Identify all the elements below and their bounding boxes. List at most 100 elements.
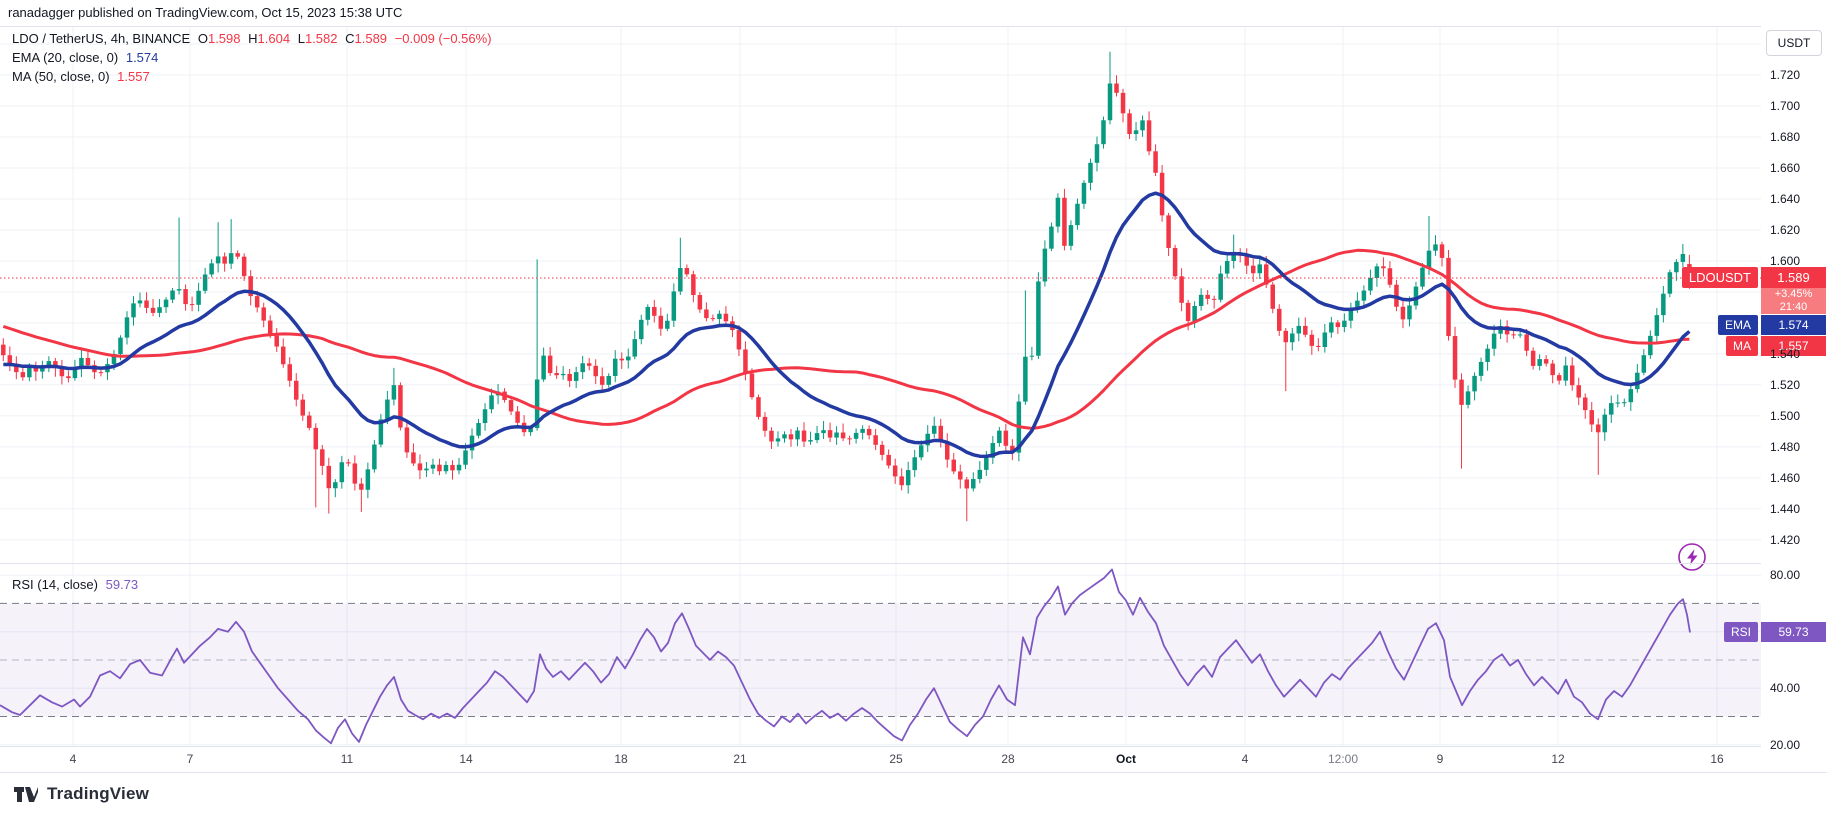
candle-body — [1270, 284, 1275, 309]
candle-body — [541, 355, 546, 380]
price-tick-label: 1.620 — [1770, 222, 1801, 237]
candle-body — [1296, 325, 1302, 334]
candle-body — [658, 315, 664, 329]
candle-body — [645, 306, 651, 320]
candle-body — [723, 313, 729, 322]
candle-body — [1023, 356, 1028, 402]
time-axis-label: 7 — [186, 752, 194, 766]
candle-body — [1413, 286, 1419, 306]
candle-body — [391, 385, 397, 400]
candle-body — [534, 379, 540, 429]
ema-tag: EMA — [1717, 315, 1758, 335]
candle-body — [1042, 248, 1048, 282]
ma50-line[interactable] — [2, 248, 1690, 430]
price-tick-label: 1.680 — [1770, 129, 1801, 144]
candle-body — [1543, 359, 1549, 364]
candle-body — [879, 444, 885, 455]
candle-body — [990, 443, 996, 458]
candle-body — [1081, 182, 1087, 204]
candle-body — [1628, 389, 1634, 403]
time-axis-bottom-border — [0, 772, 1827, 773]
candle-body — [196, 290, 201, 305]
candle-body — [1263, 264, 1269, 285]
candle-body — [1029, 355, 1035, 357]
candle-body — [573, 372, 579, 381]
time-axis-label: 11 — [340, 752, 354, 766]
candle-body — [339, 462, 345, 483]
time-axis-label: Oct — [1115, 752, 1137, 766]
symbol-legend[interactable]: LDO / TetherUS, 4h, BINANCE O1.598 H1.60… — [12, 31, 496, 46]
candle-body — [476, 423, 481, 436]
close-label: C — [345, 31, 355, 46]
symbol-title[interactable]: LDO / TetherUS, 4h, BINANCE — [12, 31, 191, 46]
time-axis[interactable]: 4 7 11 14 18 21 25 28 Oct 4 12:00 9 12 16 — [0, 746, 1761, 772]
candle-body — [1524, 334, 1529, 351]
tradingview-logo[interactable]: TradingView — [14, 784, 149, 804]
candle-body — [639, 319, 644, 340]
pane-separator[interactable] — [0, 563, 1827, 564]
time-axis-label: 28 — [1001, 752, 1015, 766]
time-axis-top-border — [0, 746, 1827, 747]
candle-body — [7, 355, 13, 364]
publish-watermark: ranadagger published on TradingView.com,… — [8, 5, 403, 20]
candle-body — [1049, 226, 1054, 249]
candle-body — [1211, 298, 1217, 300]
candle-body — [1556, 375, 1562, 381]
candle-body — [697, 294, 703, 310]
ma-legend[interactable]: MA (50, close, 0) 1.557 — [12, 69, 154, 84]
candle-body — [261, 307, 266, 321]
candle-body — [671, 291, 677, 321]
price-tick-label: 1.700 — [1770, 98, 1801, 113]
candle-body — [840, 432, 846, 439]
candle-body — [235, 253, 240, 257]
low-label: L — [297, 31, 305, 46]
candle-body — [808, 440, 813, 442]
candle-body — [111, 353, 117, 365]
candle-body — [267, 320, 273, 336]
ema-legend[interactable]: EMA (20, close, 0) 1.574 — [12, 50, 162, 65]
chart-plot-surface[interactable] — [0, 0, 1761, 815]
rsi-line[interactable] — [0, 568, 1691, 745]
high-label: H — [248, 31, 258, 46]
candle-body — [1257, 264, 1262, 274]
instant-order-lightning-icon[interactable] — [1678, 543, 1706, 571]
price-axis[interactable]: USDT 1.589 +3.45% 21:40 1.574 1.557 59.7… — [1761, 26, 1827, 772]
low-value: 1.582 — [304, 31, 338, 46]
chart-top-border — [0, 26, 1827, 27]
candle-body — [1205, 294, 1210, 299]
candle-body — [1218, 273, 1223, 300]
candle-body — [378, 419, 384, 445]
time-axis-label: 9 — [1436, 752, 1444, 766]
candle-body — [1635, 372, 1640, 390]
candle-body — [1648, 335, 1653, 356]
candle-body — [586, 363, 592, 366]
candle-body — [53, 361, 58, 369]
candle-body — [971, 479, 976, 489]
candle-body — [424, 468, 429, 471]
candle-body — [241, 256, 247, 277]
candle-body — [163, 299, 169, 308]
rsi-legend[interactable]: RSI (14, close) 59.73 — [12, 577, 142, 592]
currency-toggle-button[interactable]: USDT — [1766, 30, 1822, 56]
candle-body — [827, 430, 833, 438]
candle-body — [170, 290, 175, 300]
candle-body — [274, 335, 279, 347]
candle-body — [1120, 92, 1126, 114]
candle-body — [912, 457, 917, 471]
candle-body — [1348, 309, 1354, 321]
rsi-label: RSI (14, close) — [12, 577, 98, 592]
candle-body — [925, 433, 930, 446]
time-axis-label: 21 — [733, 752, 747, 766]
candle-body — [560, 373, 566, 376]
candle-body — [359, 483, 364, 490]
ema-value: 1.574 — [125, 50, 159, 65]
candle-body — [1003, 430, 1009, 446]
candle-body — [1407, 305, 1412, 320]
candle-body — [144, 300, 149, 308]
candle-body — [320, 449, 325, 466]
candle-body — [860, 428, 865, 433]
candle-body — [769, 430, 774, 442]
candle-body — [1166, 215, 1171, 248]
ema20-line[interactable] — [3, 191, 1691, 459]
